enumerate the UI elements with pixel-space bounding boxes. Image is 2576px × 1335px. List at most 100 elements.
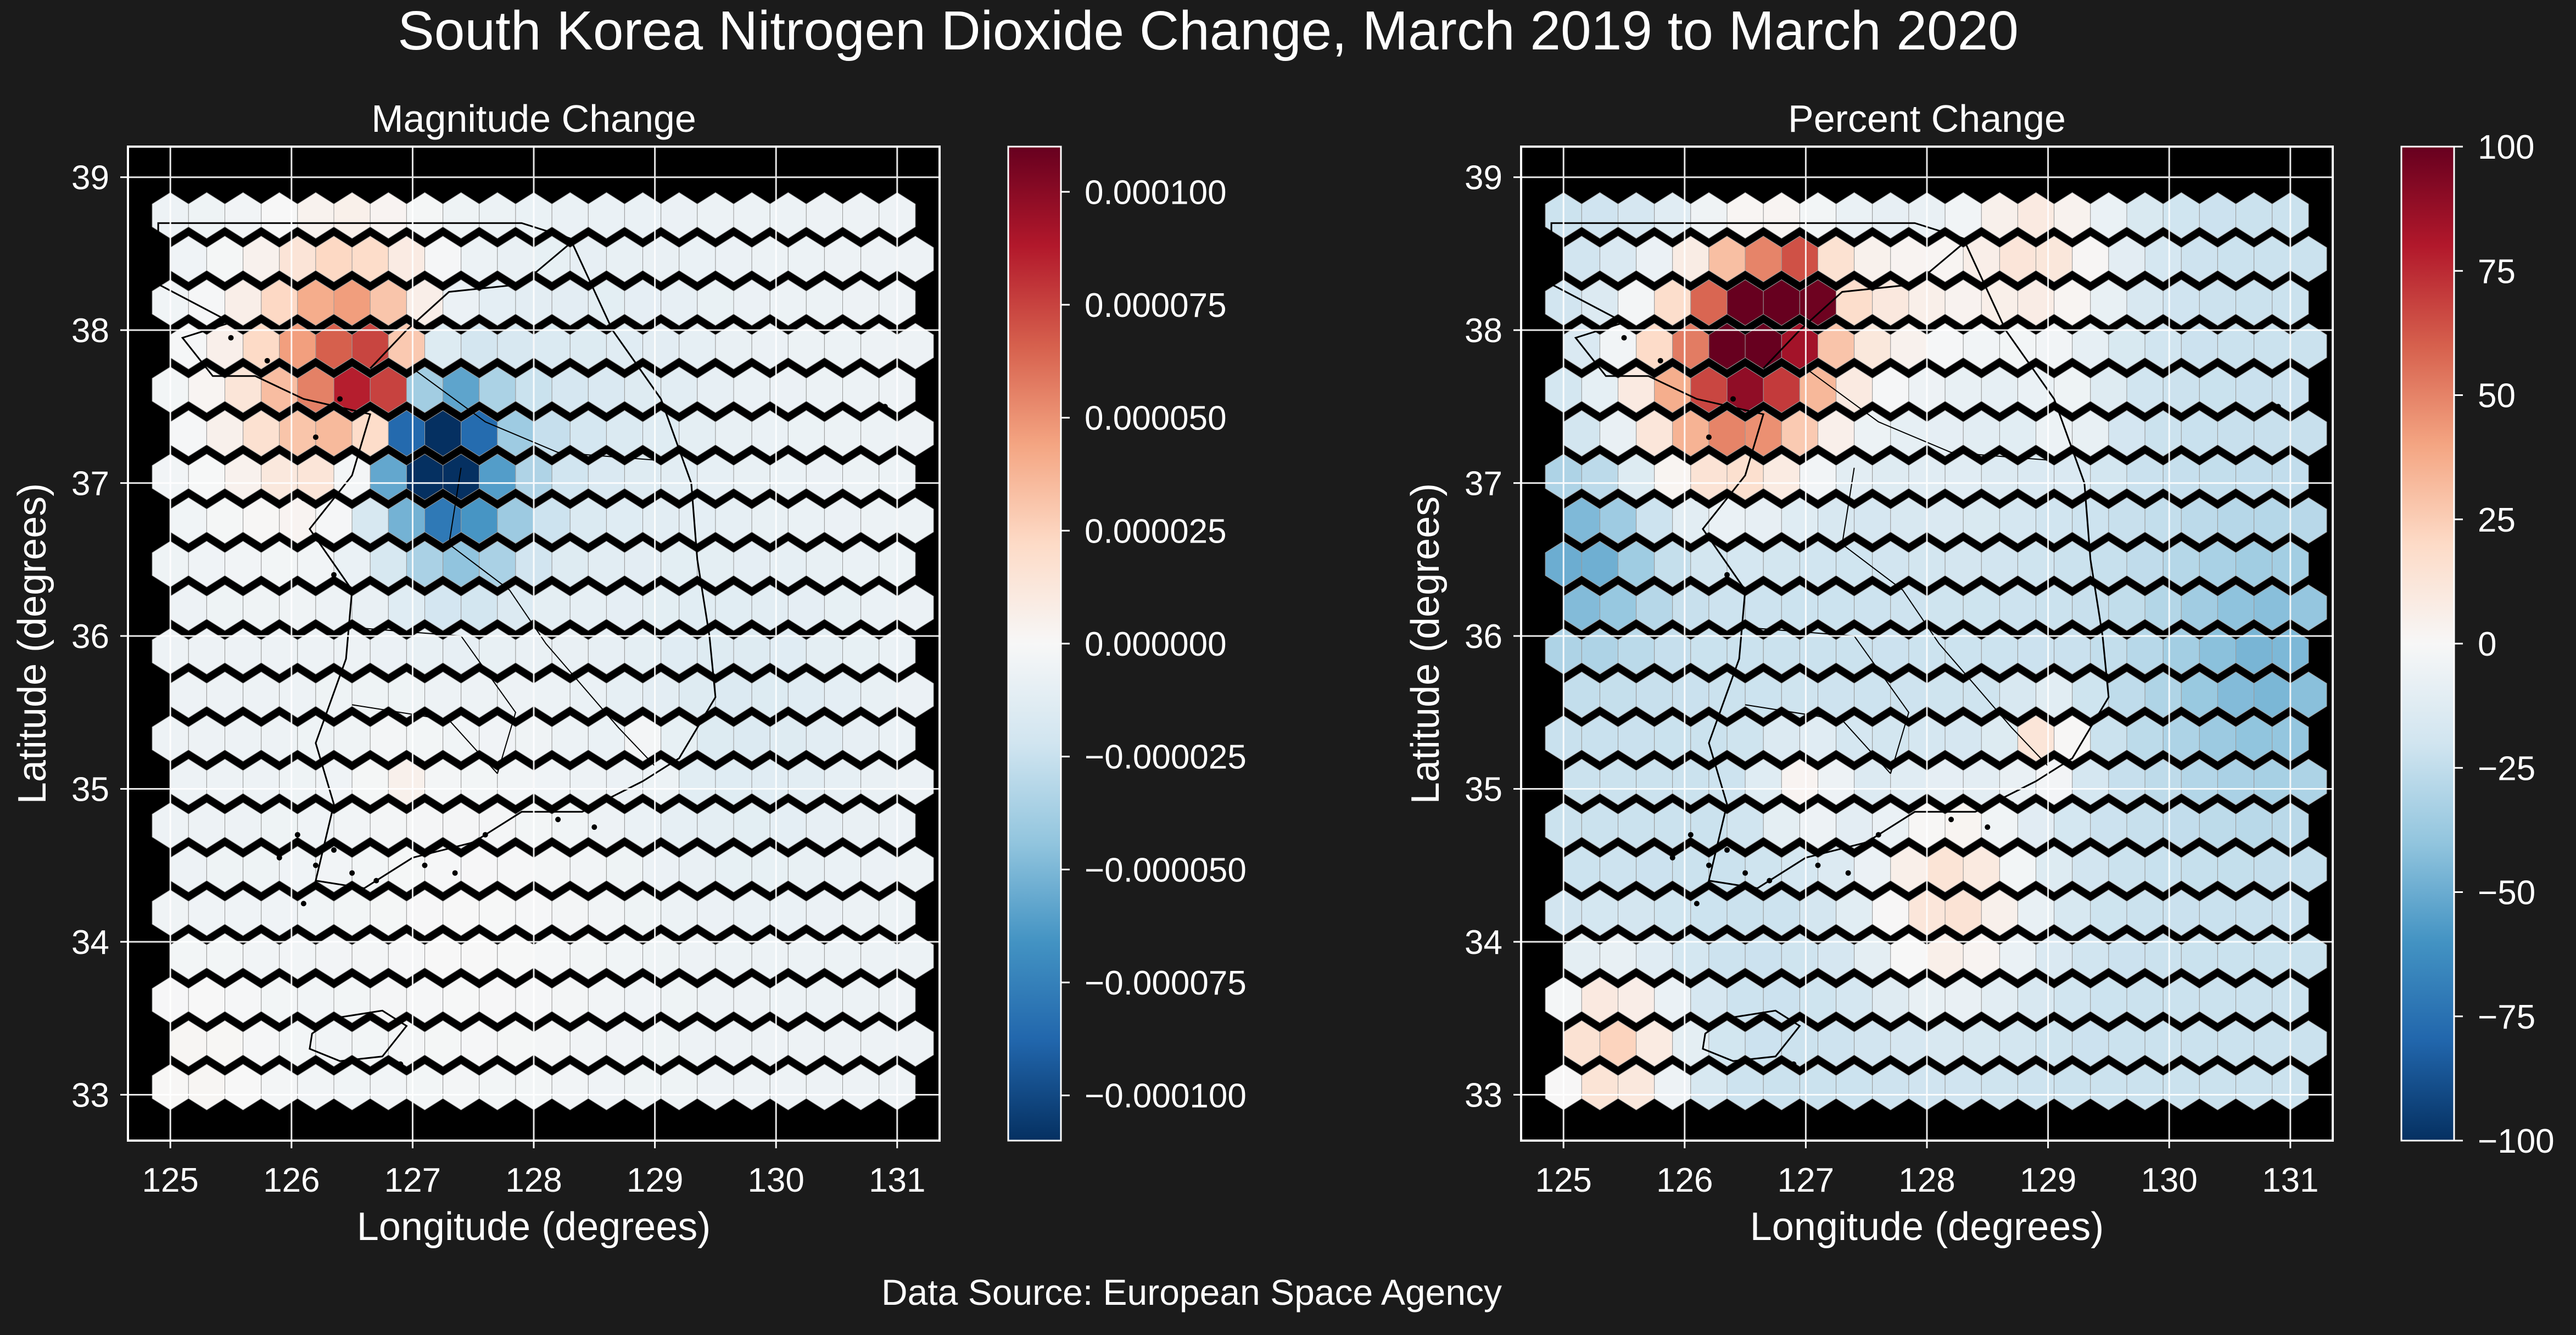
colorbar-tick-label: −100 (2478, 1122, 2555, 1160)
island-mark (1845, 870, 1851, 876)
figure-title: South Korea Nitrogen Dioxide Change, Mar… (398, 0, 2019, 62)
island-mark (1815, 862, 1821, 868)
x-tick-label: 125 (142, 1161, 198, 1199)
island-mark (482, 832, 488, 838)
island-mark (337, 396, 343, 402)
colorbar-tick-label: 0.000100 (1085, 174, 1227, 211)
jeju-outline (309, 1009, 408, 1062)
gridlines (128, 147, 940, 1141)
x-tick-label: 127 (384, 1161, 441, 1199)
colorbar-tick-label: 0.000050 (1085, 400, 1227, 438)
island-mark (1694, 495, 1700, 501)
x-tick-label: 129 (627, 1161, 683, 1199)
border-line (1763, 237, 1970, 369)
y-tick-label: 34 (1465, 924, 1502, 962)
x-tick-label: 130 (2141, 1161, 2197, 1199)
colorbar (2400, 146, 2455, 1142)
island-mark (882, 404, 888, 410)
island-mark (264, 358, 270, 364)
x-axis-label: Longitude (degrees) (357, 1205, 711, 1249)
x-tick-label: 130 (747, 1161, 804, 1199)
y-tick-label: 39 (1465, 159, 1502, 197)
colorbar-tick-label: −0.000050 (1085, 851, 1247, 889)
subplot-title: Percent Change (1788, 97, 2066, 140)
jeju-outline (1702, 1009, 1801, 1062)
island-mark (228, 335, 234, 341)
province-border (1841, 467, 2049, 767)
x-tick-label: 126 (263, 1161, 320, 1199)
island-mark (1706, 862, 1712, 868)
island-mark (331, 847, 337, 853)
colorbar-tick-label: 0 (2478, 625, 2496, 663)
y-tick-label: 38 (71, 312, 109, 350)
colorbar-tick-label: −0.000025 (1085, 739, 1247, 777)
y-axis-label: Latitude (degrees) (1404, 483, 1448, 804)
x-tick-label: 127 (1778, 1161, 1834, 1199)
peninsula-outline (157, 222, 717, 890)
island-mark (555, 817, 561, 823)
colorbar-tick-label: 100 (2478, 129, 2534, 166)
y-tick-label: 36 (71, 618, 109, 656)
island-mark (1669, 854, 1675, 861)
y-tick-label: 34 (71, 924, 109, 962)
y-tick-label: 37 (71, 465, 109, 503)
island-mark (276, 854, 282, 861)
island-mark (1767, 878, 1773, 884)
panel-1: 125 126 127 128 129 130 131 33 34 35 36 37 38 39 Perce… (1404, 97, 2555, 1249)
y-tick-label: 38 (1465, 312, 1502, 350)
island-mark (616, 801, 622, 807)
x-axis-label: Longitude (degrees) (1750, 1205, 2104, 1249)
island-mark (331, 572, 337, 578)
island-mark (591, 824, 597, 830)
x-tick-label: 131 (869, 1161, 925, 1199)
province-border (1805, 367, 2048, 461)
island-mark (398, 1061, 404, 1067)
colorbar-tick-label: 0.000000 (1085, 625, 1227, 663)
colorbar-tick-label: 75 (2478, 253, 2516, 291)
island-mark (1706, 434, 1712, 440)
province-border (412, 367, 655, 461)
colorbar-tick-label: −0.000075 (1085, 964, 1247, 1002)
island-mark (1948, 817, 1954, 823)
colorbar-tick-label: −50 (2478, 874, 2535, 912)
x-tick-label: 125 (1535, 1161, 1591, 1199)
y-tick-label: 35 (1465, 771, 1502, 809)
island-mark (1730, 396, 1736, 402)
x-tick-label: 126 (1656, 1161, 1713, 1199)
island-mark (1694, 901, 1700, 907)
x-tick-label: 128 (1898, 1161, 1955, 1199)
island-mark (300, 901, 306, 907)
colorbar-tick-label: 50 (2478, 377, 2516, 415)
island-mark (2275, 404, 2281, 410)
colorbar-tick-label: 0.000075 (1085, 287, 1227, 325)
gridlines (1521, 147, 2333, 1141)
island-mark (1985, 824, 1991, 830)
y-tick-label: 36 (1465, 618, 1502, 656)
y-tick-label: 33 (1465, 1076, 1502, 1114)
island-mark (2009, 801, 2015, 807)
province-border (351, 704, 498, 774)
island-mark (1724, 847, 1730, 853)
hex-cells (152, 192, 934, 1110)
data-source-label: Data Source: European Space Agency (881, 1272, 1502, 1312)
island-mark (1724, 572, 1730, 578)
x-tick-label: 129 (2020, 1161, 2076, 1199)
border-line (370, 237, 577, 369)
colorbar-tick-label: 0.000025 (1085, 512, 1227, 550)
x-tick-label: 128 (505, 1161, 562, 1199)
colorbar-tick-label: 25 (2478, 501, 2516, 539)
province-border (448, 467, 656, 767)
coastline (1550, 222, 2281, 1067)
island-mark (349, 870, 355, 876)
island-mark (422, 862, 428, 868)
y-tick-label: 33 (71, 1076, 109, 1114)
island-mark (294, 832, 300, 838)
province-border (1745, 704, 1891, 774)
island-mark (373, 878, 379, 884)
colorbar-tick-label: −0.000100 (1085, 1077, 1247, 1115)
island-mark (1875, 832, 1881, 838)
island-mark (1791, 1061, 1797, 1067)
panel-0: 125 126 127 128 129 130 131 33 34 35 36 37 38 39 Magni… (10, 97, 1247, 1249)
island-mark (1657, 358, 1663, 364)
